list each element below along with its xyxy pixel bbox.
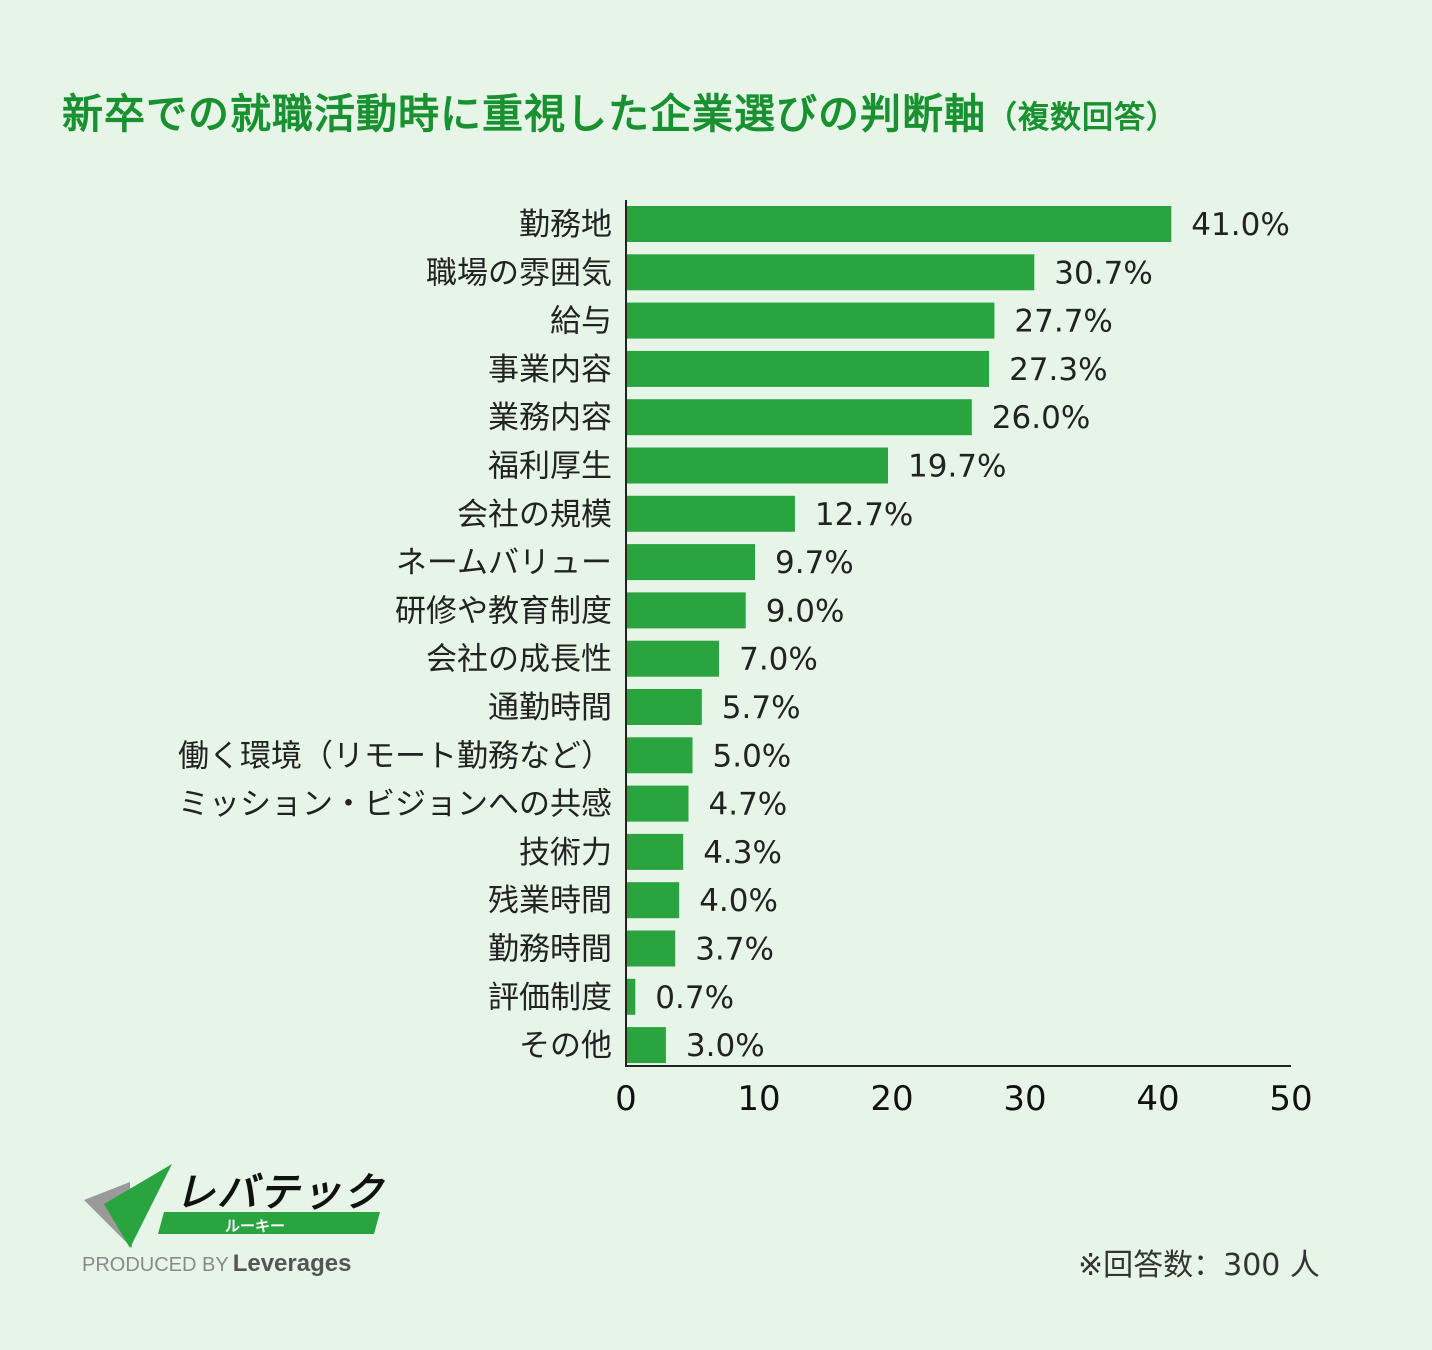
brand-name: Leverages	[232, 1250, 352, 1277]
x-tick-label: 0	[615, 1079, 637, 1119]
category-label: 技術力	[519, 835, 612, 871]
category-label: 通勤時間	[488, 690, 612, 726]
data-label: 30.7%	[1054, 255, 1152, 291]
data-label: 27.3%	[1009, 352, 1107, 388]
data-label: 4.3%	[703, 835, 782, 871]
data-label: 4.7%	[709, 787, 788, 823]
bar	[626, 785, 689, 822]
data-label: 9.0%	[766, 593, 845, 629]
data-label: 0.7%	[655, 980, 734, 1016]
x-tick-label: 30	[1003, 1079, 1046, 1119]
category-label: ミッション・ビジョンへの共感	[178, 787, 612, 823]
category-label: 福利厚生	[488, 449, 612, 485]
category-label: 勤務時間	[488, 932, 612, 968]
data-label: 5.7%	[722, 690, 801, 726]
chart-title: 新卒での就職活動時に重視した企業選びの判断軸（複数回答）	[62, 80, 1402, 140]
x-tick-label: 10	[737, 1079, 780, 1119]
category-label: 残業時間	[488, 883, 612, 919]
bar	[626, 833, 684, 870]
data-label: 3.7%	[695, 932, 774, 968]
logo-subtext: ルーキー	[225, 1217, 286, 1235]
category-label: 給与	[550, 304, 612, 340]
bar	[626, 689, 702, 725]
bar	[626, 254, 1035, 291]
bar	[626, 302, 995, 339]
bar	[626, 882, 680, 919]
logo-text: レバテック	[175, 1170, 385, 1216]
chart-title-main: 新卒での就職活動時に重視した企業選びの判断軸	[62, 90, 986, 138]
data-label: 3.0%	[686, 1028, 765, 1064]
category-label: 研修や教育制度	[395, 593, 612, 629]
bar	[626, 1027, 666, 1064]
respondent-note: ※回答数：300 人	[1078, 1248, 1320, 1283]
produced-by: PRODUCED BY Leverages	[82, 1250, 351, 1278]
category-label: 会社の成長性	[426, 642, 612, 678]
data-label: 26.0%	[992, 400, 1090, 436]
chart-title-subtitle: （複数回答）	[986, 100, 1178, 136]
produced-by-label: PRODUCED BY	[82, 1254, 229, 1276]
bar	[626, 640, 720, 677]
bar	[626, 350, 990, 387]
data-label: 9.7%	[775, 545, 854, 581]
category-label: 働く環境（リモート勤務など）	[178, 738, 612, 774]
x-tick-label: 40	[1136, 1079, 1179, 1119]
category-label: ネームバリュー	[396, 545, 612, 581]
bar	[626, 978, 636, 1015]
bar	[626, 447, 889, 484]
data-label: 4.0%	[699, 883, 778, 919]
category-label: 職場の雰囲気	[426, 255, 612, 291]
data-label: 5.0%	[713, 738, 792, 774]
x-tick-label: 50	[1269, 1079, 1312, 1119]
bar	[626, 399, 972, 436]
category-label: 勤務地	[519, 207, 612, 243]
x-tick-label: 20	[870, 1079, 913, 1119]
data-label: 19.7%	[908, 449, 1006, 485]
bar	[626, 592, 746, 629]
category-label: 事業内容	[488, 352, 612, 388]
data-label: 12.7%	[815, 497, 913, 533]
category-label: 会社の規模	[457, 497, 612, 533]
data-label: 7.0%	[739, 642, 818, 678]
bar	[626, 544, 756, 581]
data-label: 41.0%	[1191, 207, 1289, 243]
category-label: 評価制度	[488, 980, 612, 1016]
bar	[626, 737, 693, 774]
bar	[626, 495, 795, 532]
category-label: その他	[519, 1028, 612, 1064]
bar	[626, 206, 1172, 242]
logo-mark-icon	[84, 1164, 380, 1248]
data-label: 27.7%	[1014, 304, 1112, 340]
bar	[626, 930, 676, 967]
category-label: 業務内容	[488, 400, 612, 436]
